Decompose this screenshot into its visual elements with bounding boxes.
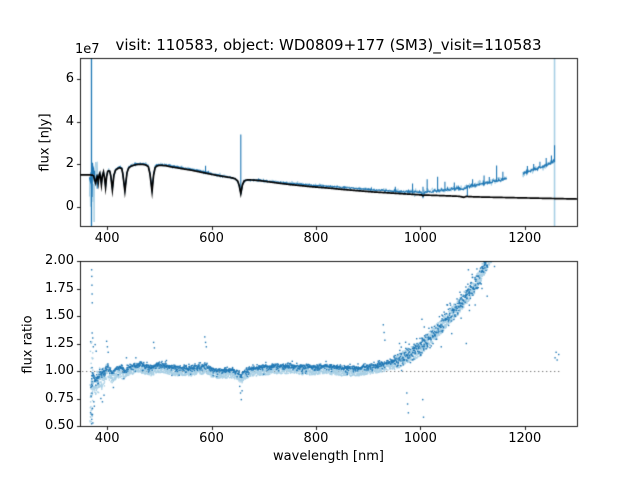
- top-x-tick-label: 400: [94, 231, 120, 246]
- bottom-y-tick-label: 1.25: [45, 335, 74, 351]
- bottom-x-tick-label: 400: [94, 431, 120, 446]
- bottom-x-tick-label: 1000: [403, 431, 437, 446]
- y-axis-offset-text: 1e7: [75, 42, 100, 57]
- bottom-y-tick-label: 1.75: [45, 280, 74, 296]
- bottom-y-tick-label: 0.75: [45, 390, 74, 406]
- top-y-tick-label: 4: [65, 113, 74, 129]
- bottom-x-tick-label: 600: [199, 431, 224, 446]
- x-axis-label: wavelength [nm]: [273, 449, 384, 464]
- bottom-y-tick-label: 1.00: [45, 363, 74, 378]
- top-y-tick-label: 2: [65, 156, 74, 172]
- top-x-tick-label: 600: [199, 231, 224, 246]
- bottom-x-tick-label: 1200: [508, 431, 542, 446]
- top-x-tick-label: 1200: [508, 231, 542, 246]
- bottom-x-tick-label: 800: [303, 431, 329, 446]
- top-y-axis-label: flux [nJy]: [37, 113, 53, 172]
- top-x-tick-label: 800: [303, 231, 329, 246]
- top-x-tick-label: 1000: [403, 231, 437, 246]
- bottom-y-tick-label: 1.50: [45, 308, 74, 323]
- bottom-y-tick-label: 0.50: [45, 418, 74, 433]
- top-y-tick-label: 6: [65, 71, 74, 87]
- figure-title: visit: 110583, object: WD0809+177 (SM3)_…: [115, 36, 542, 54]
- bottom-y-tick-label: 2.00: [45, 253, 74, 268]
- top-y-tick-label: 0: [65, 198, 74, 214]
